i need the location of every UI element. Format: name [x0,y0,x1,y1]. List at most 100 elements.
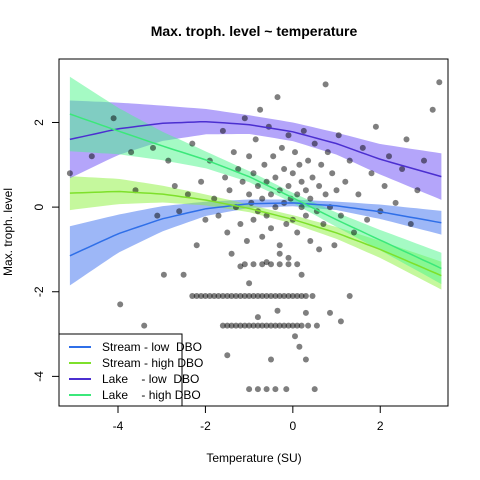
chart-title: Max. troph. level ~ temperature [151,23,358,39]
data-point [110,115,117,122]
y-tick-label: 0 [32,203,46,210]
data-point [230,149,237,156]
data-point [302,293,309,299]
data-point [309,174,316,181]
data-point [259,322,266,329]
data-point [268,261,274,268]
data-point [316,246,323,253]
data-point [202,293,209,299]
data-point [302,212,309,219]
x-tick-label: -2 [200,419,211,433]
data-point [117,301,124,308]
data-point [219,293,226,299]
data-point [342,178,349,185]
data-point [355,191,362,198]
data-point [171,183,178,189]
data-point [285,261,292,268]
data-point [268,191,274,198]
data-point [296,161,303,168]
legend-label: Lake - high DBO [102,388,201,402]
data-point [259,233,266,240]
data-point [193,293,200,299]
data-point [66,170,73,177]
data-point [252,136,259,143]
data-point [257,106,264,113]
data-point [241,322,248,329]
data-point [259,293,266,299]
data-point [276,250,283,257]
data-point [272,174,279,181]
data-point [381,183,388,189]
data-point [372,123,379,130]
data-point [283,386,290,393]
data-point [268,225,274,232]
data-point [270,153,277,160]
data-point [263,293,270,299]
fit-curves [69,113,442,277]
data-point [160,271,167,278]
data-point [211,195,218,202]
data-point [250,293,257,299]
data-point [392,199,399,206]
data-point [276,293,283,299]
data-point [224,322,231,329]
y-axis-label: Max. troph. level [1,188,15,276]
data-point [285,132,292,139]
data-point [241,293,248,299]
data-point [414,187,421,194]
data-point [329,170,336,177]
data-point [237,322,244,329]
y-tick-label: 2 [32,119,46,126]
data-point [235,166,242,172]
legend: Stream - low DBO Stream - high DBO Lake - … [58,333,203,407]
data-point [281,293,288,299]
data-point [254,183,261,189]
data-point [307,238,314,244]
data-point [272,293,279,299]
data-point [289,170,296,177]
data-point [254,314,261,321]
legend-label: Lake - low DBO [102,372,199,386]
data-point [322,81,329,88]
data-point [263,212,270,219]
fit-curve-2 [69,190,442,277]
data-point [239,178,246,185]
data-point [421,157,427,164]
data-point [268,356,274,363]
data-point [250,261,257,268]
data-point [318,161,325,168]
data-point [285,293,292,299]
data-point [228,293,235,299]
data-point [150,144,156,151]
data-point [237,293,244,299]
data-point [407,221,414,227]
data-point [320,221,327,227]
x-tick-label: -4 [113,419,124,433]
data-point [285,322,292,329]
data-point [259,195,266,202]
data-point [254,322,261,329]
data-point [289,322,296,329]
x-tick-label: 0 [289,419,296,433]
data-point [305,322,312,329]
data-point [254,386,261,393]
data-point [294,293,301,299]
data-point [298,293,305,299]
data-point [198,178,205,185]
data-point [189,140,196,147]
data-point [259,261,266,268]
data-point [184,191,191,198]
data-point [300,127,307,134]
confidence-band-2 [69,176,442,290]
data-point [278,144,285,151]
data-point [337,212,344,219]
data-point [294,261,301,268]
data-point [294,322,301,329]
data-point [327,309,333,316]
legend-label: Stream - high DBO [102,356,203,370]
data-point [224,352,231,359]
data-point [268,293,274,299]
data-point [298,204,305,211]
y-tick-label: -2 [32,286,46,297]
